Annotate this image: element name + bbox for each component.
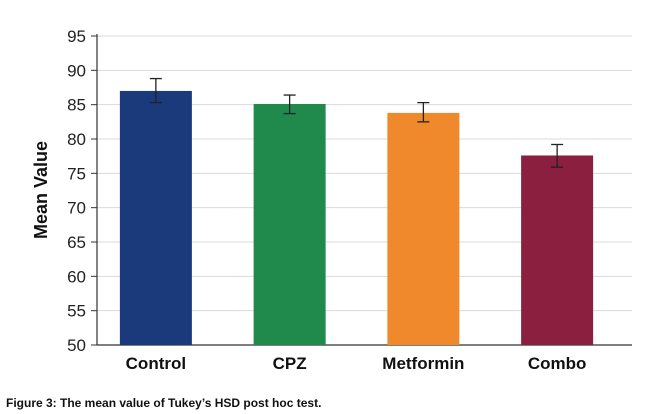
y-tick-label: 60 [67, 267, 86, 286]
bars [119, 90, 594, 345]
error-bars [149, 77, 564, 168]
y-tick-label: 65 [67, 233, 86, 252]
y-tick-label: 75 [67, 164, 86, 183]
x-category-label: Metformin [382, 354, 464, 373]
figure-caption: Figure 3: The mean value of Tukey’s HSD … [6, 396, 322, 410]
bar-chart: 50 55 60 65 70 75 80 85 90 95 Control CPZ Metformin C… [31, 27, 632, 373]
y-tick-label: 80 [67, 130, 86, 149]
y-tick-label: 90 [67, 61, 86, 80]
bar-control [119, 90, 192, 345]
y-tick-label: 70 [67, 199, 86, 218]
x-category-label: Combo [528, 354, 587, 373]
labels: 50 55 60 65 70 75 80 85 90 95 Control CPZ Metformin C… [67, 27, 586, 373]
bar-cpz [253, 103, 326, 345]
y-axis-title: Mean Value [31, 141, 51, 239]
x-category-label: CPZ [273, 354, 307, 373]
y-tick-label: 85 [67, 96, 86, 115]
bar-combo [521, 155, 594, 345]
x-category-label: Control [126, 354, 186, 373]
y-tick-label: 95 [67, 27, 86, 46]
bar-metformin [387, 112, 460, 345]
y-tick-label: 50 [67, 336, 86, 355]
y-tick-label: 55 [67, 302, 86, 321]
